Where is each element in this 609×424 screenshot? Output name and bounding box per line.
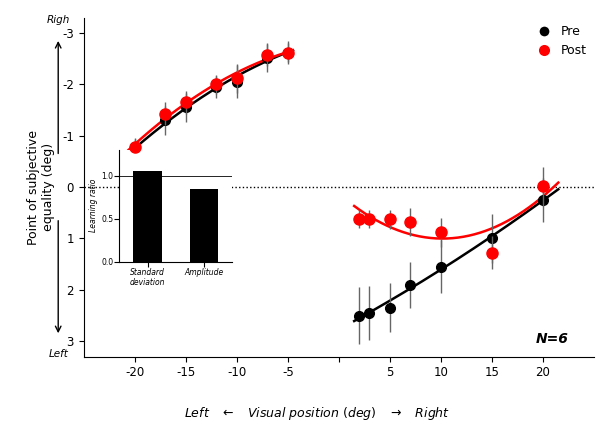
Text: Righ: Righ (46, 15, 70, 25)
Y-axis label: Point of subjective
equality (deg): Point of subjective equality (deg) (27, 130, 55, 245)
Text: N=6: N=6 (535, 332, 568, 346)
Legend: Pre, Post: Pre, Post (527, 20, 591, 62)
Text: Left: Left (48, 349, 68, 359)
Text: $\it{Left}$   $\leftarrow$   $\it{Visual\ position\ (deg)}$   $\rightarrow$   $\: $\it{Left}$ $\leftarrow$ $\it{Visual\ po… (183, 405, 450, 422)
